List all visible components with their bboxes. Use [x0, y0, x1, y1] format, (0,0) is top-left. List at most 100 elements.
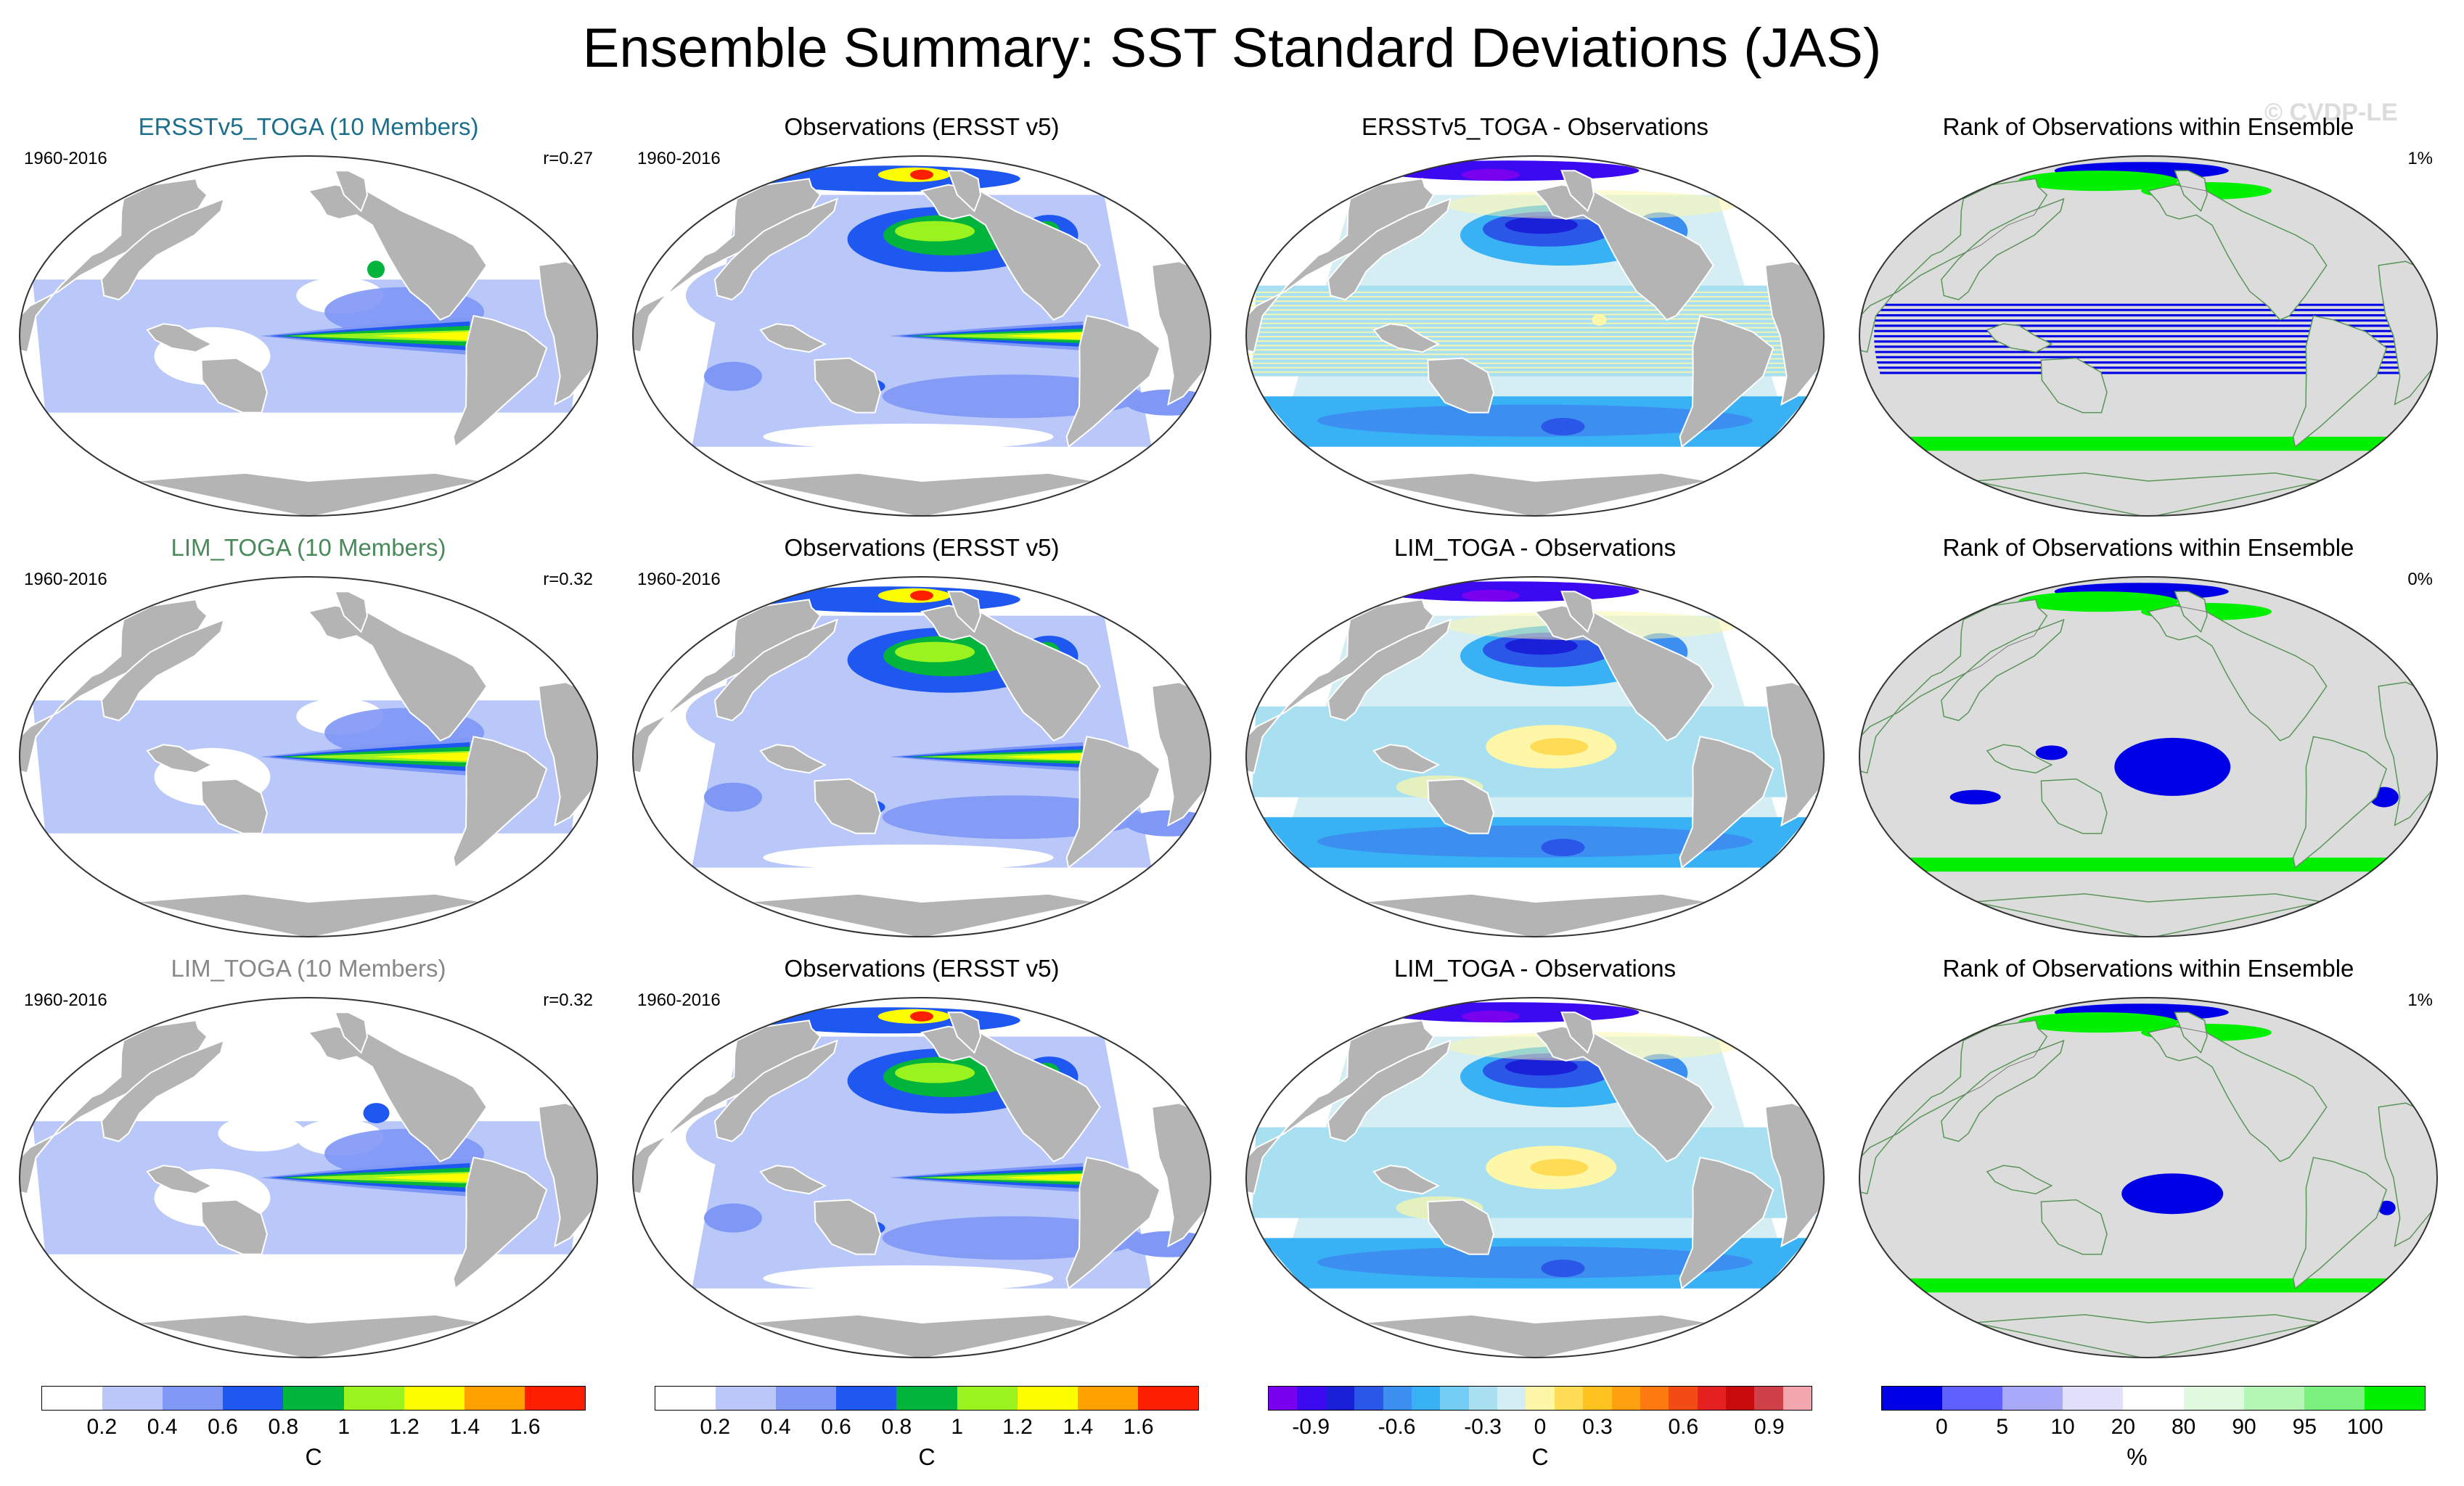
land-north-america: [307, 184, 488, 321]
land-layer: [20, 1011, 597, 1358]
field-layer: [1252, 581, 1818, 868]
map-border: [19, 155, 598, 517]
colorbar-swatch: [1782, 1387, 1812, 1410]
panel-title: Rank of Observations within Ensemble: [1942, 534, 2354, 561]
land-south-america: [1679, 1157, 1775, 1290]
colorbar-diff: -0.9 -0.6 -0.3 0 0.3 0.6 0.9 C: [1268, 1386, 1812, 1470]
land-greenland: [334, 1011, 369, 1054]
land-antarctica: [1360, 1313, 1710, 1358]
colorbar-swatch: [102, 1387, 163, 1410]
land-north-america: [307, 604, 488, 742]
land-australia: [1427, 1199, 1495, 1255]
map-border: [1245, 155, 1825, 517]
colorbar-swatch: [2063, 1387, 2124, 1410]
map-border: [632, 997, 1211, 1358]
panel-title: LIM_TOGA (10 Members): [171, 534, 446, 561]
land-east-asia: [100, 618, 225, 722]
map-panel: Rank of Observations within Ensemble 1%: [1858, 112, 2439, 519]
map-panel: Rank of Observations within Ensemble 0%: [1858, 533, 2439, 940]
land-maritime: [759, 744, 827, 774]
field-layer: [1246, 160, 1824, 447]
panel-years: 1960-2016: [24, 990, 107, 1010]
panel-stat: r=0.32: [543, 570, 593, 589]
map-border: [1859, 997, 2438, 1358]
colorbar-tick-label: 100: [2346, 1415, 2383, 1439]
colorbar-tick-label: 0.2: [700, 1415, 731, 1439]
colorbar-swatch: [1942, 1387, 2003, 1410]
colorbar-tick-label: 1.2: [1002, 1415, 1033, 1439]
land-australia: [1427, 357, 1495, 414]
map-panel: LIM_TOGA - Observations: [1245, 533, 1825, 940]
colorbar-tick-label: 1.2: [389, 1415, 419, 1439]
land-maritime: [759, 1165, 827, 1195]
colorbar-swatch: [1017, 1387, 1078, 1410]
land-north-america: [920, 1025, 1101, 1163]
colorbar-swatch: [1077, 1387, 1138, 1410]
map-panel: Observations (ERSST v5) 1960-2016: [631, 112, 1212, 519]
map-panel: LIM_TOGA (10 Members) 1960-2016 r=0.32: [18, 954, 599, 1360]
map-border: [19, 576, 598, 937]
panel-title: Observations (ERSST v5): [784, 955, 1060, 982]
watermark: © CVDP-LE: [2264, 99, 2398, 126]
panel-title: Observations (ERSST v5): [784, 534, 1060, 561]
colorbar-tick-label: 1.6: [509, 1415, 541, 1439]
panel-title: Rank of Observations within Ensemble: [1942, 955, 2354, 982]
colorbar-swatch: [1383, 1387, 1412, 1410]
land-east-asia: [1327, 618, 1452, 722]
land-greenland: [947, 1011, 982, 1054]
world-map: [19, 576, 598, 937]
land-east-asia: [713, 618, 838, 722]
colorbar-swatch: [1669, 1387, 1698, 1410]
world-map: [1245, 997, 1825, 1358]
map-panel: Observations (ERSST v5) 1960-2016: [631, 533, 1212, 940]
colorbar-tick-label: 0.3: [1582, 1415, 1613, 1439]
land-layer: [633, 1011, 1211, 1358]
land-south-america: [1065, 736, 1161, 869]
colorbar-tick-label: -0.6: [1378, 1415, 1416, 1439]
page-title: Ensemble Summary: SST Standard Deviation…: [582, 17, 1882, 79]
land-maritime: [1372, 1165, 1441, 1195]
colorbar-tick-label: 0.4: [760, 1415, 791, 1439]
colorbar-unit: C: [918, 1444, 936, 1470]
land-south-america: [1679, 736, 1775, 869]
land-east-asia: [1327, 197, 1452, 301]
panel-years: 1960-2016: [637, 149, 721, 168]
land-antarctica: [1360, 892, 1710, 937]
colorbar-tick-label: 10: [2050, 1415, 2075, 1439]
colorbar-swatch: [1468, 1387, 1497, 1410]
land-maritime: [146, 1165, 214, 1195]
land-antarctica: [747, 472, 1097, 516]
colorbar-tick-label: 95: [2292, 1415, 2317, 1439]
colorbar-rank: 0 5 10 20 80 90 95 100%: [1881, 1386, 2426, 1470]
land-south-america: [452, 736, 548, 869]
land-north-america: [307, 1025, 488, 1163]
colorbar-swatch: [1297, 1387, 1326, 1410]
colorbar-swatch: [1411, 1387, 1441, 1410]
colorbar-swatch: [2002, 1387, 2063, 1410]
panel-stat: 1%: [2407, 990, 2433, 1010]
panel-years: 1960-2016: [24, 570, 107, 589]
land-south-america: [452, 1157, 548, 1290]
colorbar-swatch: [2243, 1387, 2304, 1410]
colorbar-swatch: [524, 1387, 585, 1410]
colorbar-swatch: [2183, 1387, 2244, 1410]
colorbar-swatch: [1526, 1387, 1555, 1410]
world-map: [632, 576, 1211, 937]
world-map: [632, 997, 1211, 1358]
map-panel: Observations (ERSST v5) 1960-2016: [631, 954, 1212, 1360]
colorbar-swatch: [464, 1387, 525, 1410]
world-map: [632, 155, 1211, 517]
colorbar-swatch: [1583, 1387, 1612, 1410]
colorbar-swatch: [404, 1387, 464, 1410]
land-antarctica: [1360, 472, 1710, 516]
colorbar-swatch: [283, 1387, 344, 1410]
colorbar-tick-label: 0.8: [881, 1415, 912, 1439]
colorbar-tick-label: 0.8: [268, 1415, 299, 1439]
colorbar-tick-label: 1.6: [1123, 1415, 1154, 1439]
colorbar-swatch: [1754, 1387, 1783, 1410]
world-map: [1245, 155, 1825, 517]
land-north-america: [1534, 604, 1714, 742]
colorbar-tick-label: 0.6: [821, 1415, 851, 1439]
land-east-asia: [713, 197, 838, 301]
colorbar-swatch: [42, 1387, 103, 1410]
